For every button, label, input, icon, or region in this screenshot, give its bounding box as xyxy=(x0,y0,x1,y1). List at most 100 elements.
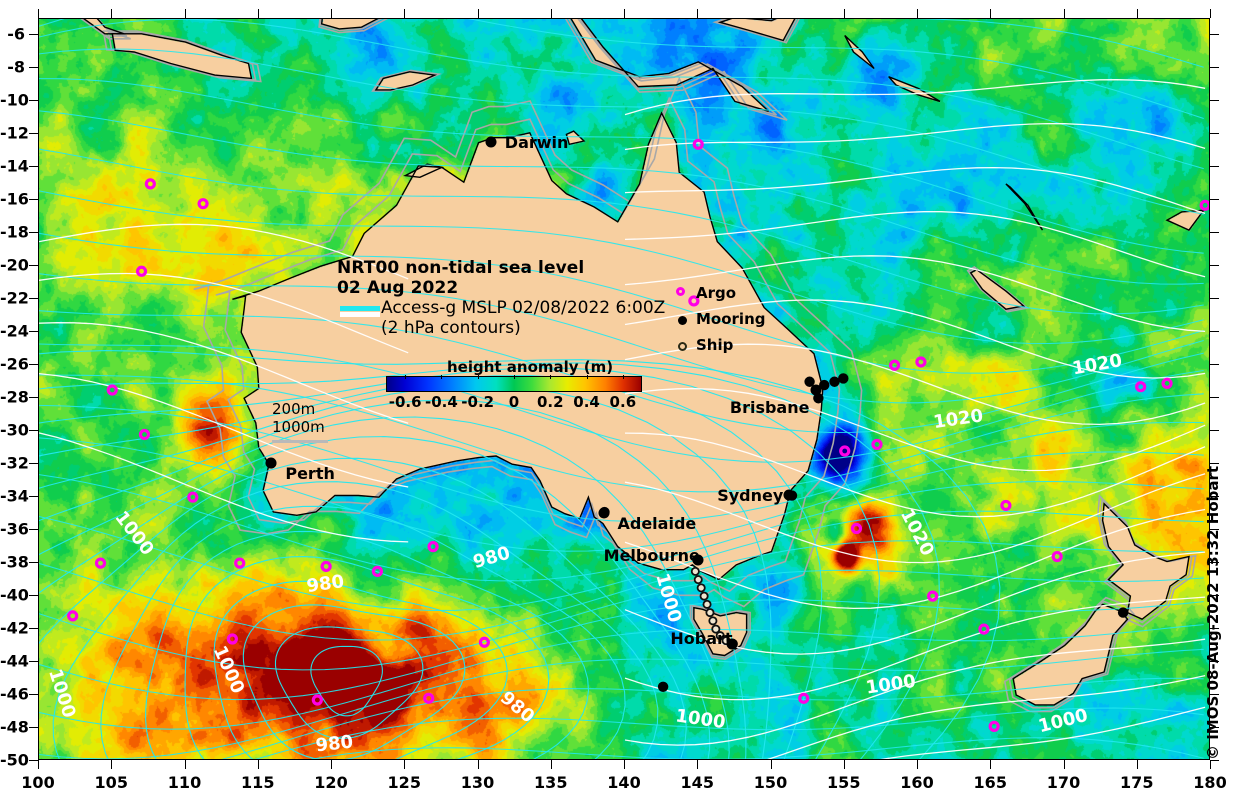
mslp-contours-high xyxy=(39,79,1206,759)
y-tick-label: -26 xyxy=(0,354,29,374)
map-plot-area[interactable]: 980 980 980 980 1000 1000 1000 1000 1000 1020 1020… xyxy=(38,18,1210,760)
y-tick-label: -14 xyxy=(0,156,29,176)
x-tick-label: 100 xyxy=(21,773,55,792)
argo-marker[interactable] xyxy=(187,491,199,503)
ship-marker[interactable] xyxy=(699,591,709,601)
argo-marker[interactable] xyxy=(692,138,704,150)
y-tick-label: -42 xyxy=(0,618,29,638)
city-label: Adelaide xyxy=(617,513,697,533)
legend-label-argo: Argo xyxy=(696,284,737,302)
argo-marker[interactable] xyxy=(871,438,883,451)
colorbar-tick-label: 0.6 xyxy=(609,393,637,411)
x-tick xyxy=(990,760,992,769)
argo-marker[interactable] xyxy=(798,692,810,704)
y-tick-label: -32 xyxy=(0,453,29,473)
mslp-contour-label: 1000 xyxy=(674,705,727,733)
argo-marker[interactable] xyxy=(688,295,700,307)
argo-marker[interactable] xyxy=(135,265,148,277)
x-tick xyxy=(404,9,406,18)
x-tick xyxy=(1136,9,1138,18)
y-tick xyxy=(29,628,38,630)
argo-marker[interactable] xyxy=(839,445,851,457)
y-tick xyxy=(1210,430,1219,432)
city-label: Melbourne xyxy=(603,546,700,565)
argo-marker[interactable] xyxy=(1161,377,1173,390)
y-tick xyxy=(1210,133,1219,135)
depth-contour-legend: 200m 1000m xyxy=(272,400,328,443)
ship-marker[interactable] xyxy=(696,583,706,593)
mslp-contour-label: 1000 xyxy=(110,507,157,559)
argo-marker[interactable] xyxy=(197,198,209,210)
y-tick xyxy=(29,529,38,531)
y-tick xyxy=(1210,496,1219,498)
x-tick-label: 125 xyxy=(387,773,421,792)
ship-marker[interactable] xyxy=(708,616,718,626)
argo-marker[interactable] xyxy=(888,359,901,371)
mooring-marker[interactable] xyxy=(838,373,849,384)
city-label: Brisbane xyxy=(729,397,810,417)
argo-marker[interactable] xyxy=(1135,381,1147,393)
argo-marker[interactable] xyxy=(226,633,238,645)
x-tick-label: 135 xyxy=(534,773,568,792)
ship-marker-icon xyxy=(678,342,687,351)
coastlines xyxy=(83,19,1206,706)
argo-marker[interactable] xyxy=(234,557,246,569)
argo-marker[interactable] xyxy=(927,590,939,602)
colorbar-tick-label: -0.6 xyxy=(388,393,422,411)
y-tick xyxy=(1210,760,1219,761)
argo-marker[interactable] xyxy=(67,610,79,622)
ship-marker[interactable] xyxy=(715,631,725,641)
y-tick xyxy=(29,397,38,399)
y-tick xyxy=(1210,694,1219,696)
subtitle-line-1: Access-g MSLP 02/08/2022 6:00Z xyxy=(381,298,666,319)
argo-marker[interactable] xyxy=(138,428,151,441)
y-tick-label: -30 xyxy=(0,420,29,440)
argo-marker[interactable] xyxy=(311,694,323,706)
argo-marker[interactable] xyxy=(1199,199,1209,211)
mooring-marker[interactable] xyxy=(829,376,840,387)
y-tick xyxy=(29,67,38,69)
argo-marker[interactable] xyxy=(915,356,927,368)
argo-marker[interactable] xyxy=(850,522,863,535)
ship-marker[interactable] xyxy=(690,566,700,576)
argo-marker[interactable] xyxy=(371,565,384,577)
argo-marker[interactable] xyxy=(106,384,118,396)
y-tick xyxy=(1210,265,1219,267)
mooring-marker[interactable] xyxy=(1117,607,1129,618)
y-tick xyxy=(1210,397,1219,399)
y-tick xyxy=(29,100,38,102)
y-tick xyxy=(29,760,38,761)
y-tick-label: -50 xyxy=(0,750,29,770)
argo-marker[interactable] xyxy=(478,636,490,648)
argo-marker[interactable] xyxy=(320,560,332,573)
colorbar-tick-label: -0.2 xyxy=(461,393,495,411)
y-tick xyxy=(1210,331,1219,333)
mooring-marker[interactable] xyxy=(819,379,830,391)
ship-marker[interactable] xyxy=(711,624,721,634)
x-tick xyxy=(770,760,772,769)
colorbar-tick xyxy=(514,375,515,379)
mooring-marker[interactable] xyxy=(657,681,669,692)
x-tick-label: 160 xyxy=(900,773,934,792)
argo-marker[interactable] xyxy=(423,692,435,704)
credit-text: © IMOS 08-Aug-2022 13:32 Hobart xyxy=(1204,465,1222,760)
x-tick xyxy=(550,760,552,769)
colorbar-tick xyxy=(405,375,407,379)
ship-marker[interactable] xyxy=(693,575,703,585)
x-tick xyxy=(184,9,186,18)
mooring-marker[interactable] xyxy=(813,393,824,404)
argo-marker[interactable] xyxy=(988,720,1000,732)
ship-marker[interactable] xyxy=(705,608,715,618)
ship-marker[interactable] xyxy=(702,599,712,609)
x-tick-label: 105 xyxy=(94,773,128,792)
argo-marker[interactable] xyxy=(1051,550,1063,563)
argo-marker[interactable] xyxy=(1000,499,1012,512)
x-tick-label: 145 xyxy=(680,773,714,792)
argo-marker[interactable] xyxy=(978,623,990,635)
argo-marker[interactable] xyxy=(144,178,156,190)
argo-marker[interactable] xyxy=(427,541,439,553)
argo-marker[interactable] xyxy=(94,557,107,569)
y-tick xyxy=(29,496,38,498)
y-tick-label: -6 xyxy=(7,24,25,44)
mslp-contour-label: 1020 xyxy=(896,505,938,559)
